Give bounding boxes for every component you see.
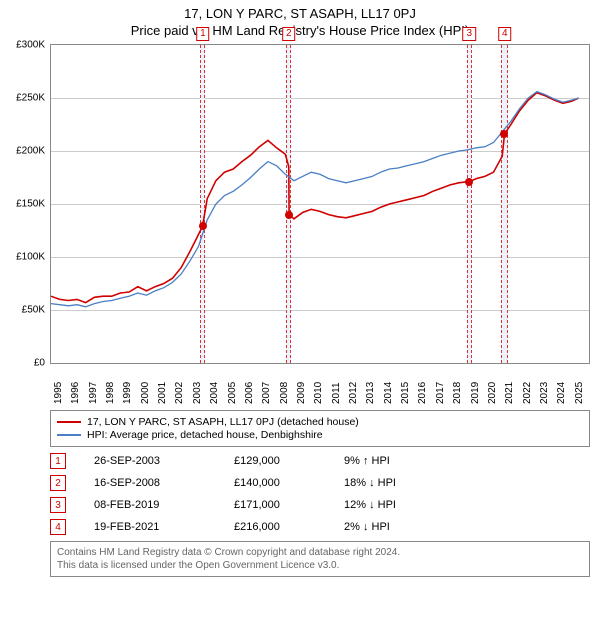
x-tick-label: 2007	[261, 382, 272, 404]
x-tick-label: 1999	[122, 382, 133, 404]
sale-index: 4	[50, 519, 66, 535]
x-tick-label: 2005	[227, 382, 238, 404]
price-chart: £0£50K£100K£150K£200K£250K£300K1234	[50, 44, 590, 364]
x-tick-label: 2012	[348, 382, 359, 404]
sale-price: £140,000	[234, 477, 344, 489]
sale-price: £216,000	[234, 521, 344, 533]
x-tick-label: 2021	[504, 382, 515, 404]
sale-date: 26-SEP-2003	[94, 455, 234, 467]
footer-line2: This data is licensed under the Open Gov…	[57, 559, 583, 572]
y-tick-label: £100K	[16, 252, 45, 263]
x-tick-label: 1998	[105, 382, 116, 404]
sale-delta: 2% ↓ HPI	[344, 521, 464, 533]
y-tick-label: £0	[34, 358, 45, 369]
x-tick-label: 2009	[296, 382, 307, 404]
x-tick-label: 2020	[487, 382, 498, 404]
y-tick-label: £300K	[16, 40, 45, 51]
y-tick-label: £200K	[16, 146, 45, 157]
sale-date: 16-SEP-2008	[94, 477, 234, 489]
x-tick-label: 2024	[556, 382, 567, 404]
sale-row: 3 08-FEB-2019£171,00012% ↓ HPI	[50, 497, 590, 513]
page-title: 17, LON Y PARC, ST ASAPH, LL17 0PJ	[10, 6, 590, 21]
series-line	[51, 92, 579, 307]
legend-swatch	[57, 434, 81, 436]
sale-delta: 18% ↓ HPI	[344, 477, 464, 489]
sales-table: 1 26-SEP-2003£129,0009% ↑ HPI 2 16-SEP-2008…	[50, 453, 590, 535]
footer-attribution: Contains HM Land Registry data © Crown c…	[50, 541, 590, 577]
sale-index: 2	[50, 475, 66, 491]
x-tick-label: 2023	[539, 382, 550, 404]
sale-delta: 9% ↑ HPI	[344, 455, 464, 467]
x-tick-label: 2015	[400, 382, 411, 404]
x-tick-label: 1996	[70, 382, 81, 404]
x-tick-label: 2002	[174, 382, 185, 404]
y-tick-label: £250K	[16, 93, 45, 104]
sale-index: 1	[50, 453, 66, 469]
legend-swatch	[57, 421, 81, 423]
sale-index: 3	[50, 497, 66, 513]
x-tick-label: 1997	[88, 382, 99, 404]
x-tick-label: 2006	[244, 382, 255, 404]
sale-date: 19-FEB-2021	[94, 521, 234, 533]
series-line	[51, 93, 579, 303]
x-tick-label: 2011	[331, 382, 342, 404]
x-tick-label: 2018	[452, 382, 463, 404]
x-tick-label: 2004	[209, 382, 220, 404]
sale-point-dot	[199, 222, 207, 230]
sale-delta: 12% ↓ HPI	[344, 499, 464, 511]
x-axis: 1995 1996 1997 1998 1999 2000 2001 2002 2003 2004…	[50, 364, 590, 402]
sale-price: £171,000	[234, 499, 344, 511]
chart-svg	[51, 45, 589, 363]
sale-marker-label: 1	[196, 27, 210, 41]
x-tick-label: 2017	[435, 382, 446, 404]
x-tick-label: 2016	[417, 382, 428, 404]
sale-price: £129,000	[234, 455, 344, 467]
x-tick-label: 2003	[192, 382, 203, 404]
legend: 17, LON Y PARC, ST ASAPH, LL17 0PJ (deta…	[50, 410, 590, 447]
sale-marker-label: 3	[462, 27, 476, 41]
sale-point-dot	[465, 178, 473, 186]
x-tick-label: 2025	[574, 382, 585, 404]
x-tick-label: 1995	[53, 382, 64, 404]
x-tick-label: 2019	[470, 382, 481, 404]
footer-line1: Contains HM Land Registry data © Crown c…	[57, 546, 583, 559]
sale-point-dot	[500, 130, 508, 138]
sale-point-dot	[285, 211, 293, 219]
sale-marker-label: 2	[282, 27, 296, 41]
legend-item: HPI: Average price, detached house, Denb…	[57, 429, 583, 441]
x-tick-label: 2010	[313, 382, 324, 404]
sale-marker-label: 4	[498, 27, 512, 41]
x-tick-label: 2000	[140, 382, 151, 404]
y-tick-label: £150K	[16, 199, 45, 210]
chart-outer: £0£50K£100K£150K£200K£250K£300K1234 1995…	[10, 44, 590, 402]
x-tick-label: 2022	[522, 382, 533, 404]
legend-label: HPI: Average price, detached house, Denb…	[87, 429, 323, 441]
sale-row: 1 26-SEP-2003£129,0009% ↑ HPI	[50, 453, 590, 469]
x-tick-label: 2014	[383, 382, 394, 404]
sale-date: 08-FEB-2019	[94, 499, 234, 511]
legend-item: 17, LON Y PARC, ST ASAPH, LL17 0PJ (deta…	[57, 416, 583, 428]
x-tick-label: 2008	[279, 382, 290, 404]
legend-label: 17, LON Y PARC, ST ASAPH, LL17 0PJ (deta…	[87, 416, 359, 428]
y-tick-label: £50K	[22, 305, 45, 316]
sale-row: 4 19-FEB-2021£216,0002% ↓ HPI	[50, 519, 590, 535]
sale-row: 2 16-SEP-2008£140,00018% ↓ HPI	[50, 475, 590, 491]
x-tick-label: 2013	[365, 382, 376, 404]
x-tick-label: 2001	[157, 382, 168, 404]
chart-container: 17, LON Y PARC, ST ASAPH, LL17 0PJ Price…	[0, 0, 600, 581]
